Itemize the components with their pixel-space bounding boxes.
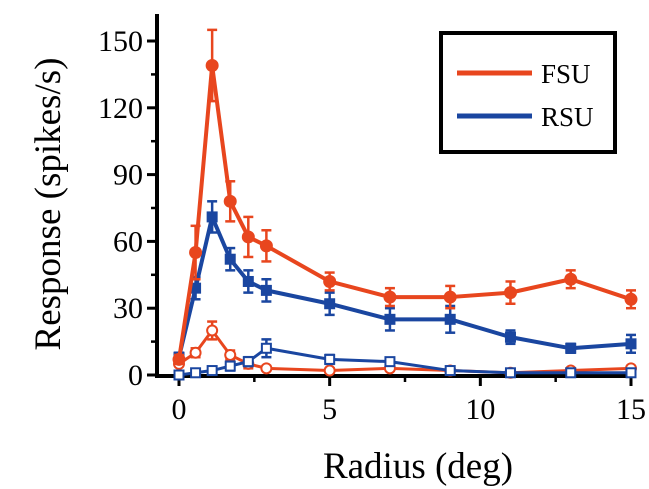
data-point bbox=[564, 272, 578, 286]
data-point bbox=[241, 230, 255, 244]
data-point bbox=[260, 284, 272, 296]
data-point bbox=[259, 239, 273, 253]
data-point bbox=[384, 356, 396, 368]
data-point bbox=[242, 356, 254, 368]
data-point bbox=[260, 362, 273, 375]
data-point bbox=[189, 246, 203, 260]
x-tick-label: 5 bbox=[322, 393, 337, 426]
data-point bbox=[383, 290, 397, 304]
data-point bbox=[624, 292, 638, 306]
series-rsu-filled bbox=[173, 200, 637, 363]
data-point bbox=[260, 342, 272, 354]
series-layer bbox=[172, 28, 638, 381]
data-point bbox=[503, 286, 517, 300]
legend-label-fsu: FSU bbox=[541, 59, 591, 89]
data-point bbox=[443, 290, 457, 304]
data-point bbox=[206, 365, 218, 377]
data-point bbox=[189, 346, 202, 359]
data-point bbox=[323, 364, 336, 377]
data-point bbox=[224, 253, 236, 265]
data-point bbox=[205, 58, 219, 72]
data-point bbox=[224, 360, 236, 372]
axes: 0 30 60 90 120 150 0 5 10 15 bbox=[98, 14, 646, 426]
y-tick-label: 90 bbox=[113, 159, 143, 192]
series-line bbox=[177, 63, 632, 360]
data-point bbox=[324, 298, 336, 310]
x-axis-label: Radius (deg) bbox=[323, 446, 513, 487]
y-tick-label: 120 bbox=[98, 92, 143, 125]
data-point bbox=[190, 367, 202, 379]
data-point bbox=[206, 211, 218, 223]
data-point bbox=[444, 313, 456, 325]
data-point bbox=[504, 331, 516, 343]
data-point bbox=[190, 282, 202, 294]
legend: FSU RSU bbox=[439, 31, 617, 154]
x-tick-label: 15 bbox=[616, 393, 646, 426]
data-point bbox=[565, 367, 577, 379]
data-point bbox=[173, 369, 185, 381]
y-tick-label: 150 bbox=[98, 25, 143, 58]
data-point bbox=[625, 338, 637, 350]
y-tick-label: 60 bbox=[113, 225, 143, 258]
series-fsu-filled bbox=[172, 28, 638, 366]
data-point bbox=[504, 367, 516, 379]
data-point bbox=[324, 353, 336, 365]
data-point bbox=[224, 348, 237, 361]
y-axis-label: Response (spikes/s) bbox=[28, 58, 69, 351]
series-line bbox=[177, 214, 632, 358]
x-tick-label: 10 bbox=[465, 393, 495, 426]
data-point bbox=[565, 342, 577, 354]
data-point bbox=[242, 275, 254, 287]
data-point bbox=[323, 274, 337, 288]
data-point bbox=[625, 367, 637, 379]
legend-label-rsu: RSU bbox=[541, 102, 594, 132]
data-point bbox=[444, 365, 456, 377]
y-tick-label: 30 bbox=[113, 292, 143, 325]
series-rsu-open bbox=[173, 338, 637, 381]
x-tick-label: 0 bbox=[172, 393, 187, 426]
data-point bbox=[384, 313, 396, 325]
data-point bbox=[223, 194, 237, 208]
data-point bbox=[206, 324, 219, 337]
y-tick-label: 0 bbox=[128, 359, 143, 392]
legend-box bbox=[439, 31, 617, 154]
data-point bbox=[172, 352, 186, 366]
